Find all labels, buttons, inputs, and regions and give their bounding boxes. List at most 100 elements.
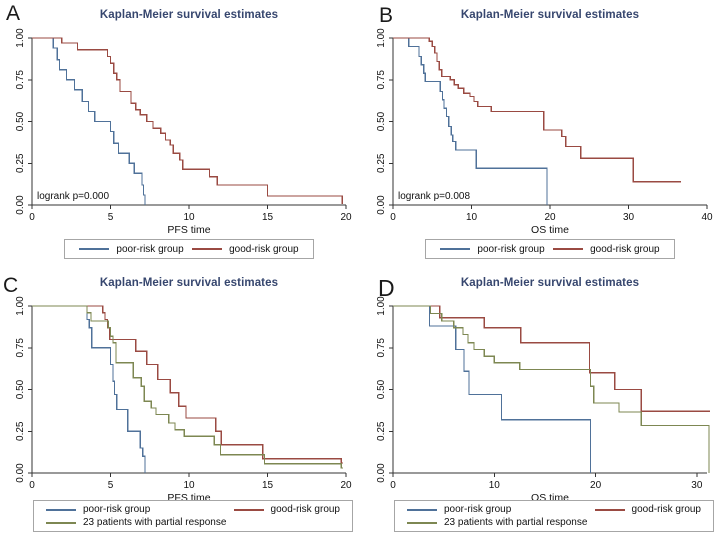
y-tick-label: 0.00	[376, 463, 387, 483]
logrank-annotation: logrank p=0.000	[37, 191, 110, 202]
legend-line-swatch	[46, 508, 76, 511]
x-tick-label: 30	[691, 480, 703, 491]
y-tick-label: 0.25	[15, 153, 26, 173]
x-tick-label: 10	[489, 480, 501, 491]
legend-line-swatch	[192, 248, 223, 250]
y-tick-label: 0.25	[376, 153, 387, 173]
y-tick-label: 0.50	[15, 111, 26, 131]
panel-label: D	[378, 275, 395, 301]
km-curve-poor	[32, 305, 146, 473]
legend-label: poor-risk group	[83, 504, 151, 515]
legend: poor-risk group good-risk group 23 patient…	[33, 500, 353, 532]
x-tick-label: 0	[390, 212, 396, 223]
x-tick-label: 10	[183, 212, 195, 223]
legend-label: good-risk group	[590, 243, 660, 255]
x-tick-label: 0	[29, 480, 35, 491]
legend-item-partial-risk-group: 23 patients with partial response	[46, 517, 226, 528]
y-tick-label: 1.00	[15, 296, 26, 316]
legend-row: poor-risk group good-risk group	[407, 503, 701, 516]
legend-item-partial-risk-group: 23 patients with partial response	[407, 517, 587, 528]
panel-b: B Kaplan-Meier survival estimates 0.00 0.…	[361, 0, 723, 268]
chart-title: Kaplan-Meier survival estimates	[99, 277, 279, 289]
legend-label: good-risk group	[229, 243, 299, 255]
legend-line-swatch	[79, 248, 110, 250]
legend-line-swatch	[407, 508, 437, 511]
y-tick-label: 0.00	[15, 463, 26, 483]
km-curve-good	[32, 37, 343, 204]
km-plot: 0.00 0.25 0.50 0.75 1.00 0 10 20 30 40	[376, 28, 713, 223]
y-tick-label: 1.00	[376, 28, 387, 48]
km-curve-poor	[393, 37, 548, 205]
x-tick-label: 10	[466, 212, 478, 223]
panel-label: C	[3, 274, 19, 297]
legend-row: 23 patients with partial response	[46, 516, 340, 529]
legend-item-good-risk-group: good-risk group	[553, 243, 660, 255]
legend: poor-risk group good-risk group 23 patient…	[394, 500, 714, 532]
x-tick-label: 20	[544, 212, 556, 223]
x-tick-label: 15	[262, 212, 274, 223]
y-tick-label: 0.75	[376, 338, 387, 358]
x-tick-label: 5	[108, 212, 114, 223]
y-tick-label: 0.50	[15, 379, 26, 399]
x-tick-label: 20	[340, 212, 352, 223]
km-curve-good	[393, 37, 682, 183]
y-tick-label: 0.50	[376, 111, 387, 131]
km-curve-partial	[32, 305, 343, 469]
x-tick-label: 20	[340, 480, 352, 491]
legend-line-swatch	[440, 248, 471, 250]
y-tick-label: 1.00	[15, 28, 26, 48]
y-tick-label: 0.50	[376, 379, 387, 399]
y-tick-label: 0.75	[15, 338, 26, 358]
panel-d: D Kaplan-Meier survival estimates 0.00 0.…	[361, 268, 723, 536]
legend-label: poor-risk group	[116, 243, 184, 255]
legend-item-good-risk-group: good-risk group	[192, 243, 299, 255]
legend: poor-risk group good-risk group	[425, 239, 675, 259]
x-tick-label: 15	[262, 480, 274, 491]
y-tick-label: 0.75	[376, 70, 387, 90]
chart-title: Kaplan-Meier survival estimates	[460, 9, 640, 21]
legend-item-poor-risk-group: poor-risk group	[440, 243, 545, 255]
legend-label: poor-risk group	[444, 504, 512, 515]
km-curve-good	[32, 305, 343, 464]
x-axis-label: OS time	[531, 224, 569, 236]
legend-item-good-risk-group: good-risk group	[233, 504, 340, 515]
x-axis-label: PFS time	[167, 224, 211, 236]
x-tick-label: 5	[108, 480, 114, 491]
panel-label: A	[6, 2, 21, 25]
km-curve-poor	[393, 305, 592, 473]
legend-label: good-risk group	[631, 504, 701, 515]
logrank-annotation: logrank p=0.008	[398, 191, 471, 202]
legend-label: 23 patients with partial response	[444, 517, 588, 528]
legend-item-poor-risk-group: poor-risk group	[46, 504, 150, 515]
km-plot: 0.00 0.25 0.50 0.75 1.00 0 5 10 15 20	[15, 296, 352, 491]
legend-row: poor-risk group good-risk group	[71, 242, 307, 256]
y-tick-label: 0.75	[15, 70, 26, 90]
legend-label: poor-risk group	[477, 243, 545, 255]
legend-line-swatch	[233, 508, 264, 511]
x-tick-label: 0	[390, 480, 396, 491]
legend-label: 23 patients with partial response	[83, 517, 227, 528]
x-tick-label: 0	[29, 212, 35, 223]
legend-line-swatch	[553, 248, 584, 250]
legend-item-good-risk-group: good-risk group	[594, 504, 701, 515]
y-tick-label: 1.00	[376, 296, 387, 316]
y-tick-label: 0.25	[376, 421, 387, 441]
y-tick-label: 0.25	[15, 421, 26, 441]
panel-label: B	[379, 4, 394, 27]
km-plot: 0.00 0.25 0.50 0.75 1.00 0 10 20 30	[376, 296, 710, 491]
legend-row: poor-risk group good-risk group	[46, 503, 340, 516]
legend-line-swatch	[594, 508, 625, 511]
x-tick-label: 10	[183, 480, 195, 491]
legend-label: good-risk group	[270, 504, 340, 515]
km-curve-partial	[393, 305, 710, 473]
legend-row: 23 patients with partial response	[407, 516, 701, 529]
y-tick-label: 0.00	[376, 195, 387, 215]
panel-c: C Kaplan-Meier survival estimates 0.00 0.…	[0, 268, 362, 536]
chart-title: Kaplan-Meier survival estimates	[460, 277, 640, 289]
y-tick-label: 0.00	[15, 195, 26, 215]
chart-title: Kaplan-Meier survival estimates	[99, 9, 279, 21]
km-curve-poor	[32, 37, 146, 205]
legend-line-swatch	[46, 521, 76, 524]
legend-row: poor-risk group good-risk group	[432, 242, 668, 256]
